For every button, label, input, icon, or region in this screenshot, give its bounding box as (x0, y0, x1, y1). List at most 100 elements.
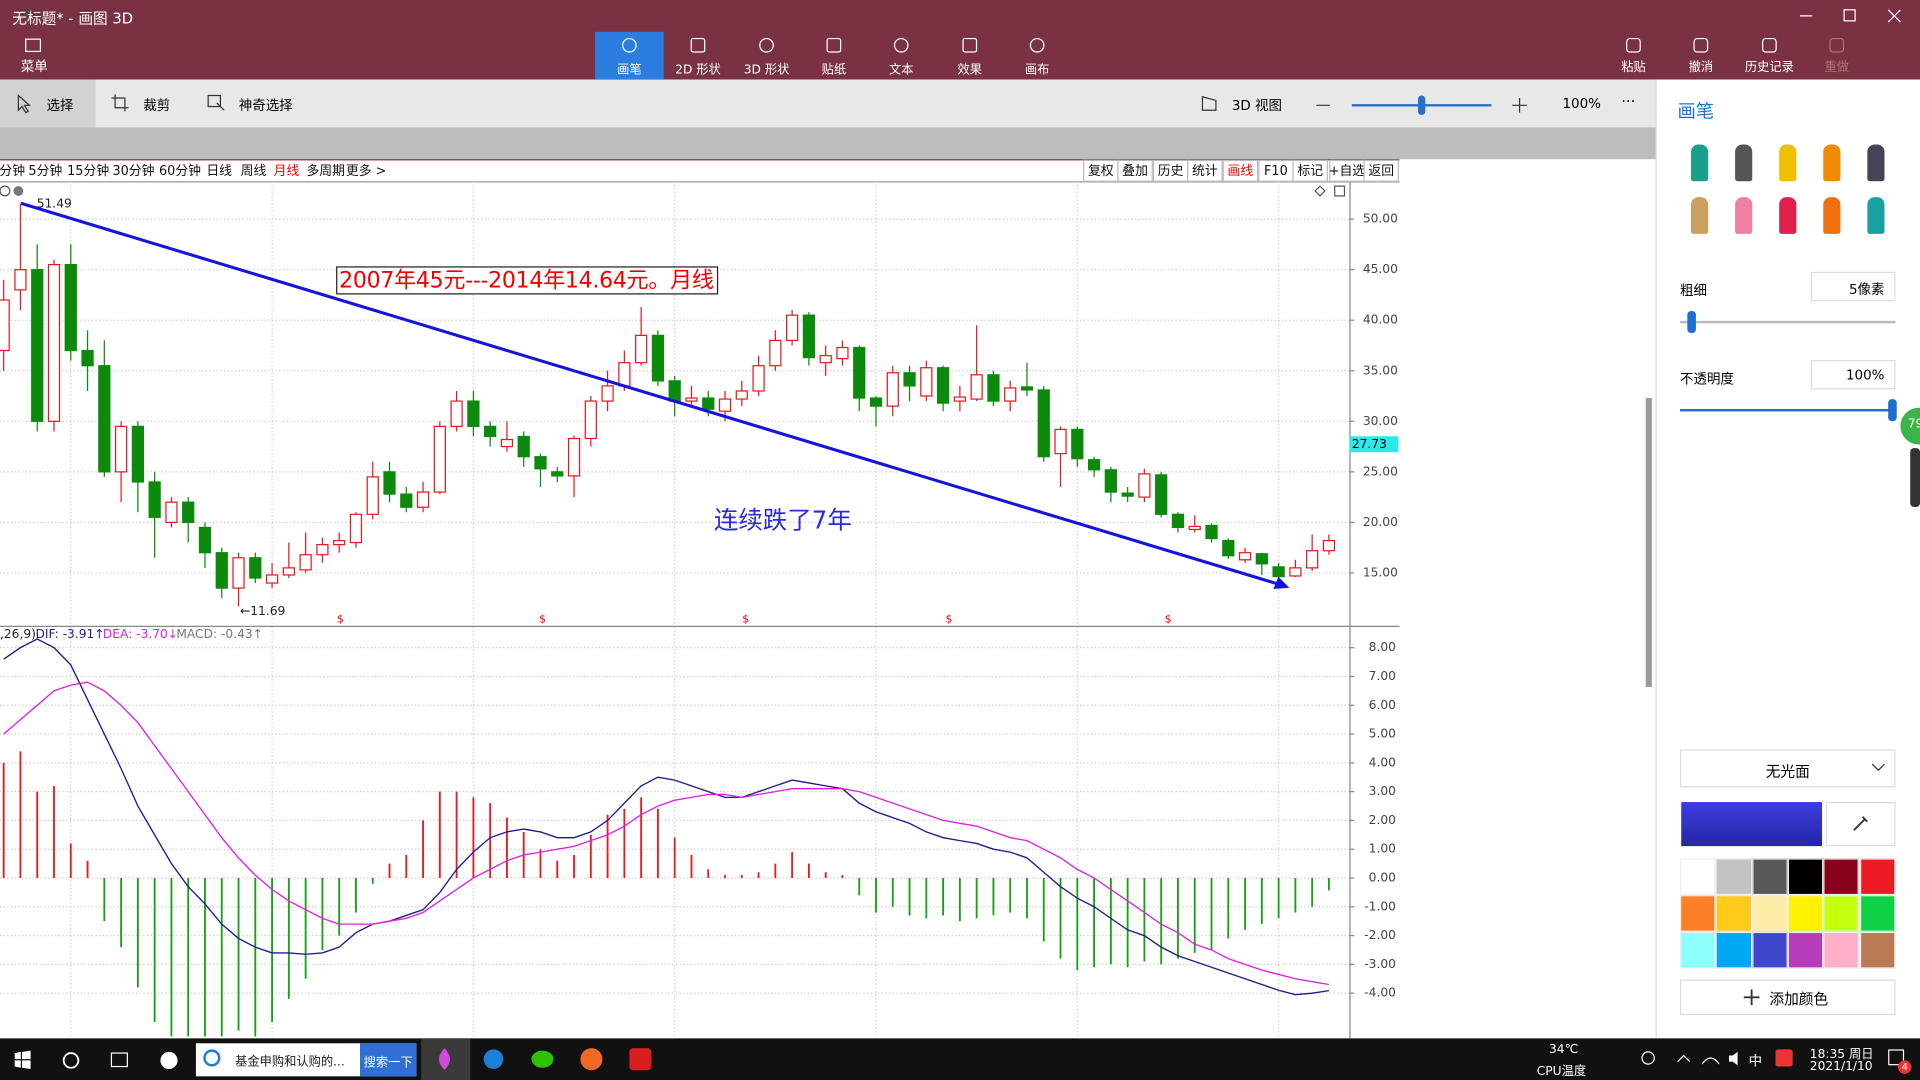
start-button[interactable] (14, 1050, 31, 1069)
wifi-icon[interactable] (1701, 1057, 1720, 1065)
chart-tool[interactable]: +自选 (1329, 164, 1366, 179)
zoom-thumb[interactable] (1417, 95, 1426, 116)
ribbon-tab-label[interactable]: 2D 形状 (675, 63, 721, 78)
thickness-slider[interactable] (1680, 320, 1896, 324)
opacity-thumb[interactable] (1888, 399, 1897, 422)
brush[interactable] (1823, 197, 1841, 234)
color-swatch[interactable] (1859, 931, 1896, 969)
brush[interactable] (1735, 144, 1753, 182)
chart-tool[interactable]: 返回 (1368, 164, 1394, 179)
color-swatch[interactable] (1859, 858, 1896, 896)
color-swatch[interactable] (1787, 895, 1824, 932)
tool-box[interactable] (1222, 159, 1259, 182)
ime-icon[interactable] (1775, 1049, 1793, 1067)
more-button[interactable]: ··· (1621, 93, 1636, 111)
crop-button[interactable]: 裁剪 (143, 97, 171, 114)
period-tab[interactable]: 周线 (241, 164, 267, 179)
ribbon-tab-label[interactable]: 效果 (957, 63, 983, 78)
color-swatch[interactable] (1859, 895, 1896, 932)
color-swatch[interactable] (1751, 858, 1788, 896)
period-tab[interactable]: 5分钟 (28, 163, 62, 179)
color-swatch[interactable] (1823, 858, 1860, 896)
app-icon[interactable] (160, 1051, 178, 1069)
period-tab[interactable]: 月线 (274, 164, 300, 179)
ribbon-tab-label[interactable]: 文本 (888, 63, 914, 78)
ribbon-tab-label[interactable]: 画布 (1024, 63, 1050, 78)
scrollbar[interactable] (1645, 397, 1652, 687)
brush[interactable] (1867, 144, 1885, 182)
select-button[interactable]: 选择 (46, 97, 74, 114)
brush[interactable] (1691, 144, 1709, 182)
clock-date[interactable]: 2021/1/10 (1809, 1060, 1873, 1074)
search-text[interactable]: 基金申购和认购的... (235, 1055, 345, 1069)
brush[interactable] (1779, 197, 1797, 234)
pane-icon[interactable] (13, 186, 24, 196)
ribbon-tab-label[interactable]: 画笔 (617, 63, 642, 78)
edge-icon[interactable] (483, 1049, 504, 1069)
tool-box[interactable] (1187, 159, 1223, 182)
opacity-slider[interactable] (1680, 408, 1896, 412)
close[interactable] (1887, 9, 1901, 23)
paint3d-icon[interactable] (438, 1048, 451, 1071)
search-button[interactable]: 搜索一下 (360, 1043, 417, 1077)
color-swatch[interactable] (1715, 895, 1752, 932)
app-icon[interactable] (629, 1048, 652, 1071)
magic-select-button[interactable]: 神奇选择 (238, 97, 293, 114)
maximize[interactable] (1843, 9, 1856, 22)
volume-icon[interactable] (1728, 1051, 1738, 1066)
side-handle[interactable] (1910, 448, 1920, 507)
window-controls[interactable] (1788, 5, 1920, 27)
tray-icon[interactable] (1641, 1051, 1655, 1065)
chart-tool[interactable]: 统计 (1192, 164, 1218, 179)
color-swatch[interactable] (1680, 895, 1716, 932)
chart-tool[interactable]: 叠加 (1122, 164, 1148, 179)
search-icon[interactable] (62, 1052, 80, 1069)
period-tab[interactable]: 日线 (206, 164, 232, 179)
task-view[interactable] (110, 1052, 128, 1068)
menu-button[interactable]: 菜单 (20, 58, 48, 75)
brush[interactable] (1735, 197, 1753, 234)
tool-box[interactable] (1117, 159, 1153, 182)
thickness-thumb[interactable] (1687, 311, 1696, 334)
period-tab[interactable]: 15分钟 (67, 163, 109, 179)
period-tab[interactable]: 30分钟 (112, 163, 154, 179)
color-swatch[interactable] (1715, 931, 1752, 969)
ribbon-action[interactable]: 粘贴 (1621, 61, 1646, 75)
ime-indicator[interactable]: 中 (1748, 1053, 1763, 1069)
period-tab[interactable]: 60分钟 (159, 163, 201, 179)
color-swatch[interactable] (1787, 931, 1824, 969)
pane-icon[interactable] (1314, 185, 1326, 197)
finish-dropdown[interactable]: 无光面 (1680, 749, 1896, 788)
color-swatch[interactable] (1680, 931, 1716, 969)
chart-tool[interactable]: 历史 (1158, 164, 1184, 179)
chart-tool[interactable]: 复权 (1088, 163, 1114, 179)
opacity-input[interactable]: 100% (1811, 360, 1896, 390)
chart-tool[interactable]: 画线 (1228, 164, 1254, 179)
zoom-slider[interactable] (1310, 91, 1537, 120)
ribbon-action[interactable]: 撤消 (1688, 61, 1714, 75)
brush[interactable] (1867, 197, 1885, 234)
wechat-icon[interactable] (531, 1050, 554, 1068)
period-tab[interactable]: 分钟 (0, 163, 25, 179)
chart-tool[interactable]: 标记 (1297, 164, 1323, 179)
tray-expand[interactable] (1677, 1054, 1691, 1063)
view-3d-button[interactable]: 3D 视图 (1231, 97, 1283, 114)
clock-time[interactable]: 18:35 周日 (1809, 1048, 1874, 1062)
pane-icon[interactable] (1334, 185, 1346, 197)
color-swatch[interactable] (1715, 858, 1752, 896)
brush[interactable] (1691, 197, 1709, 234)
color-swatch[interactable] (1680, 858, 1716, 896)
color-swatch[interactable] (1823, 931, 1860, 969)
pane-icon[interactable] (0, 185, 11, 197)
current-color[interactable] (1681, 802, 1823, 847)
eyedropper[interactable] (1825, 802, 1896, 847)
zoom-in[interactable] (1512, 97, 1527, 113)
period-tab[interactable]: 多周期 (306, 164, 345, 179)
tool-box[interactable] (1292, 159, 1328, 182)
notification-center[interactable] (1888, 1049, 1905, 1066)
app-icon[interactable] (580, 1048, 603, 1071)
chart-tool[interactable]: F10 (1264, 164, 1288, 179)
brush[interactable] (1823, 144, 1841, 182)
brush[interactable] (1779, 144, 1797, 182)
color-swatch[interactable] (1787, 858, 1824, 896)
